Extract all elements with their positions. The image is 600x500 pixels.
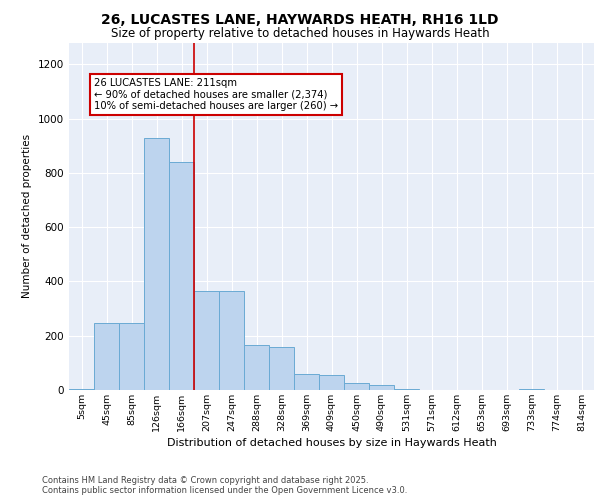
Bar [319,375,344,390]
Bar [194,291,219,390]
Bar [119,322,144,390]
Bar [169,162,194,390]
Bar [94,322,119,390]
Bar [519,388,544,390]
Bar [144,138,169,390]
Bar [69,388,94,390]
Bar [344,383,369,390]
Text: 26 LUCASTES LANE: 211sqm
← 90% of detached houses are smaller (2,374)
10% of sem: 26 LUCASTES LANE: 211sqm ← 90% of detach… [94,78,338,111]
Bar [369,384,394,390]
Y-axis label: Number of detached properties: Number of detached properties [22,134,32,298]
Text: 26, LUCASTES LANE, HAYWARDS HEATH, RH16 1LD: 26, LUCASTES LANE, HAYWARDS HEATH, RH16 … [101,12,499,26]
Bar [219,291,244,390]
Bar [269,346,294,390]
Bar [244,345,269,390]
Bar [394,388,419,390]
Bar [294,374,319,390]
Text: Contains HM Land Registry data © Crown copyright and database right 2025.
Contai: Contains HM Land Registry data © Crown c… [42,476,407,495]
Text: Size of property relative to detached houses in Haywards Heath: Size of property relative to detached ho… [110,28,490,40]
X-axis label: Distribution of detached houses by size in Haywards Heath: Distribution of detached houses by size … [167,438,496,448]
